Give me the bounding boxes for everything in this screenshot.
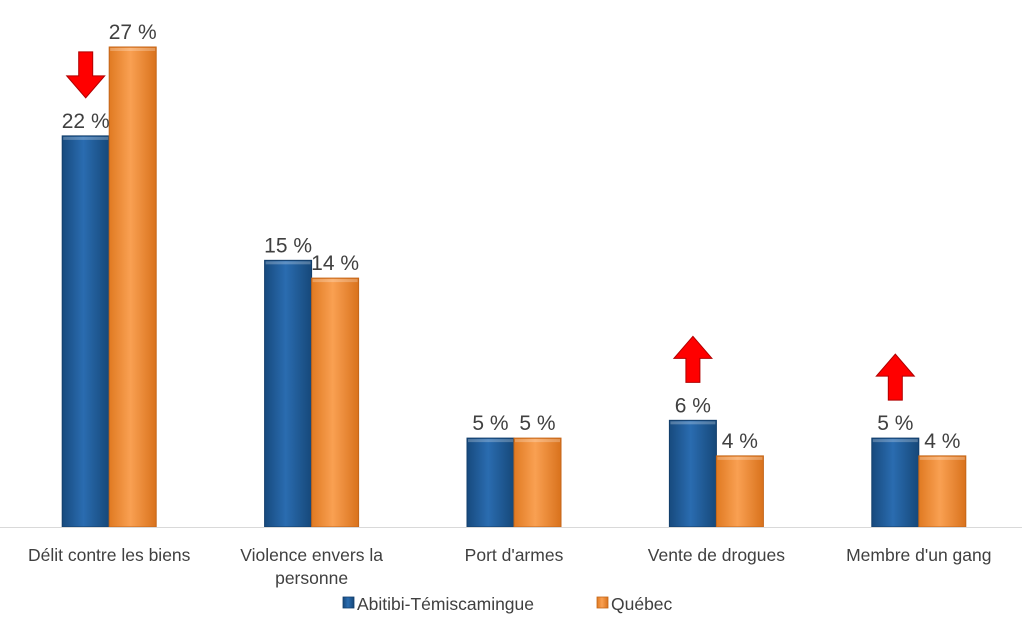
value-label: 14 % (311, 252, 359, 275)
annotations-layer (65, 51, 916, 401)
bar-quebec-2 (513, 437, 562, 528)
bars-layer (61, 46, 967, 528)
legend-label: Québec (611, 594, 673, 614)
value-label: 6 % (675, 394, 711, 417)
legend-swatch (596, 596, 609, 609)
category-label: Violence envers la (240, 545, 383, 565)
bar-abitibi-0 (61, 135, 110, 528)
value-label: 4 % (924, 430, 960, 453)
category-label: Délit contre les biens (28, 545, 191, 565)
legend: Abitibi-Témiscamingue Québec (342, 594, 673, 614)
value-label: 5 % (472, 412, 508, 435)
category-label: Port d'armes (465, 545, 564, 565)
bar-abitibi-4 (871, 437, 920, 528)
bar-quebec-0 (108, 46, 157, 528)
bar-abitibi-3 (668, 419, 717, 528)
value-label: 4 % (722, 430, 758, 453)
value-label: 5 % (877, 412, 913, 435)
bar-quebec-3 (715, 455, 764, 528)
category-labels-layer: Délit contre les biens Violence envers la… (28, 545, 992, 588)
legend-swatch (342, 596, 355, 609)
value-labels-layer: 22 % 27 % 15 %14 % 5 % 5 % 6 % 4 % 5 % 4 % (62, 21, 961, 453)
bar-quebec-4 (918, 455, 967, 528)
value-label: 27 % (109, 21, 157, 44)
value-label: 15 % (264, 234, 312, 257)
arrow-up-icon (672, 335, 713, 383)
arrow-down-icon (65, 51, 106, 99)
legend-item-quebec: Québec (596, 594, 673, 614)
legend-label: Abitibi-Témiscamingue (357, 594, 534, 614)
bar-abitibi-2 (466, 437, 515, 528)
value-label: 5 % (519, 412, 555, 435)
value-label: 22 % (62, 110, 110, 133)
legend-item-abitibi: Abitibi-Témiscamingue (342, 594, 534, 614)
bar-quebec-1 (311, 277, 360, 528)
category-label: Membre d'un gang (846, 545, 991, 565)
category-label: Vente de drogues (648, 545, 785, 565)
category-label: personne (275, 568, 348, 588)
arrow-up-icon (875, 353, 916, 401)
bar-abitibi-1 (264, 259, 313, 528)
